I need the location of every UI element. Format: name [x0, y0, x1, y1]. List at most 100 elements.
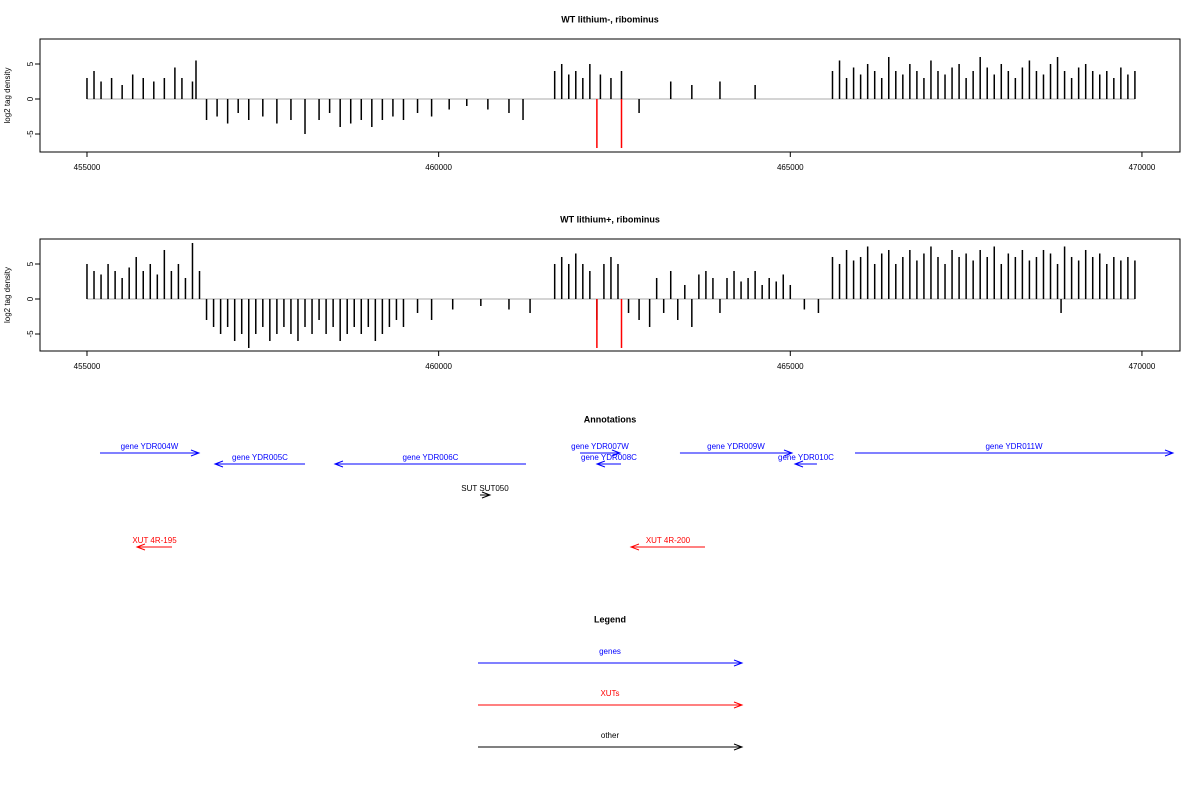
bar [1113, 77, 1115, 100]
y-axis-label: log2 tag density [3, 67, 12, 123]
bar [782, 274, 785, 299]
bar [374, 298, 377, 341]
bar [965, 77, 967, 100]
bar [930, 246, 932, 299]
annotation-arrow-head [595, 460, 606, 468]
bar [916, 260, 918, 299]
bar [163, 249, 166, 299]
legend-label: other [601, 731, 620, 740]
annotation-label: gene YDR005C [232, 453, 288, 462]
bar [332, 298, 334, 327]
bar [311, 298, 313, 334]
annotation-arrow-head [190, 449, 201, 457]
bar [669, 81, 672, 100]
bar [1042, 74, 1045, 100]
bar [1000, 263, 1003, 299]
bar [803, 298, 806, 310]
bar [726, 277, 728, 299]
bar [360, 298, 363, 334]
bar [965, 253, 967, 299]
bar [610, 77, 612, 100]
bar [93, 270, 95, 299]
bar [972, 260, 974, 299]
bar [304, 298, 306, 327]
bar [719, 81, 721, 100]
annotation-arrow-head [783, 449, 794, 457]
bar [979, 249, 981, 299]
bar [121, 277, 123, 299]
bar [568, 263, 570, 299]
bar [1070, 256, 1073, 299]
bar [402, 99, 405, 121]
bar [691, 84, 693, 100]
bar [553, 263, 556, 299]
bar [775, 281, 777, 299]
annotation-arrow-head [1164, 449, 1175, 457]
annotation-label: gene YDR004W [121, 442, 179, 451]
bar [740, 281, 742, 299]
bar [205, 99, 208, 121]
x-tick-label: 455000 [74, 163, 101, 172]
bar [754, 270, 756, 299]
bar [937, 70, 939, 100]
bar [1035, 256, 1038, 299]
bar [402, 298, 405, 327]
annotation-label: SUT SUT050 [461, 484, 509, 493]
bar [1134, 260, 1136, 299]
bar [416, 99, 419, 114]
bar [262, 298, 264, 327]
bar [560, 256, 563, 299]
legend-label: XUTs [600, 689, 619, 698]
bar [986, 256, 988, 299]
bar [107, 263, 109, 299]
y-tick-label: 0 [26, 96, 35, 101]
x-tick-label: 460000 [425, 362, 452, 371]
bar [276, 298, 278, 334]
bar [993, 74, 996, 100]
bar [789, 284, 792, 299]
bar [1120, 67, 1122, 100]
bar [1014, 77, 1017, 100]
bar [951, 249, 953, 299]
annotation-label: gene YDR009W [707, 442, 765, 451]
bar [219, 298, 222, 334]
bar [944, 74, 946, 100]
bar [677, 298, 679, 320]
bar [852, 260, 855, 299]
bar [838, 263, 841, 299]
bar [838, 60, 841, 100]
bar [972, 70, 974, 100]
bar [560, 63, 563, 100]
bar [1028, 60, 1031, 100]
bar [1099, 253, 1101, 299]
bar [1106, 263, 1108, 299]
bar [255, 298, 257, 334]
bar [121, 84, 123, 100]
bar [1120, 260, 1122, 299]
bar [909, 63, 911, 100]
plot-frame [39, 238, 1181, 352]
bar [269, 298, 271, 341]
bar [1113, 256, 1115, 299]
bar [529, 298, 531, 313]
bar [596, 99, 598, 149]
bar [669, 270, 672, 299]
chart-title: WT lithium+, ribominus [560, 214, 660, 224]
bar [648, 298, 651, 327]
bar [508, 298, 510, 310]
bar [902, 256, 904, 299]
annotations-title: Annotations [584, 414, 637, 424]
bar [328, 99, 331, 114]
legend-title: Legend [594, 614, 626, 624]
bar [195, 60, 197, 100]
bar [93, 70, 95, 100]
bar [1084, 63, 1087, 100]
bar [930, 60, 932, 100]
bar [339, 298, 341, 341]
bar [226, 99, 229, 124]
annotation-arrow-head [611, 449, 622, 457]
bar [381, 298, 384, 334]
bar [1077, 260, 1080, 299]
bar [290, 99, 292, 121]
legend-arrow-head [733, 743, 744, 751]
